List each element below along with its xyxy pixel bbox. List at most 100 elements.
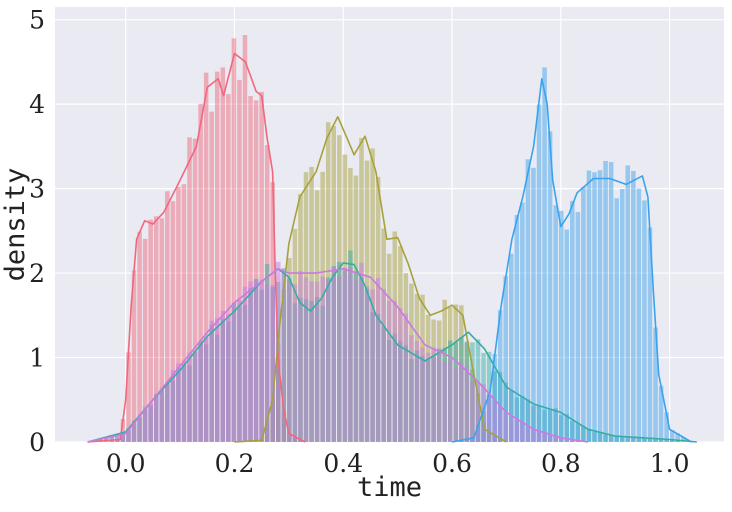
histogram-bar <box>309 301 314 442</box>
histogram-bar <box>281 270 287 442</box>
histogram-bar <box>331 266 337 442</box>
histogram-bar <box>381 228 386 442</box>
histogram-bar <box>420 347 425 442</box>
histogram-bar <box>142 406 148 442</box>
histogram-bar <box>325 280 331 442</box>
histogram-bar <box>337 276 342 442</box>
histogram-series <box>264 122 503 443</box>
histogram-bar <box>131 423 137 442</box>
histogram-bar <box>564 438 570 442</box>
y-tick-label: 5 <box>29 6 45 35</box>
histogram-bar <box>481 422 486 442</box>
histogram-bar <box>420 355 425 442</box>
histogram-bar <box>470 342 475 442</box>
histogram-bar <box>553 205 558 442</box>
histogram-bar <box>409 283 414 442</box>
histogram-bar <box>658 385 664 442</box>
histogram-bar <box>414 340 420 442</box>
histogram-bar <box>464 343 470 442</box>
histogram-bar <box>153 393 159 442</box>
histogram-bar <box>470 381 475 442</box>
histogram-bar <box>153 216 159 442</box>
histogram-bar <box>492 371 497 442</box>
histogram-bar <box>581 425 586 442</box>
histogram-bar <box>120 434 126 442</box>
histogram-bar <box>214 317 220 442</box>
histogram-bar <box>203 72 209 443</box>
histogram-bar <box>203 337 209 442</box>
histogram-bar <box>237 299 242 442</box>
histogram-bar <box>575 212 581 442</box>
histogram-bar <box>614 198 619 442</box>
histogram-bar <box>126 427 131 442</box>
histogram-bar <box>220 310 226 442</box>
histogram-bar <box>309 281 314 442</box>
histogram-bar <box>403 313 409 442</box>
histogram-bar <box>431 347 436 442</box>
histogram-bar <box>536 405 542 442</box>
histogram-bar <box>237 306 242 442</box>
histogram-bar <box>470 437 475 442</box>
histogram-bar <box>470 369 475 442</box>
histogram-bar <box>520 421 525 442</box>
histogram-bar <box>142 238 148 442</box>
tick-labels: 0.0 0.2 0.4 0.6 0.8 1.0 0 1 2 3 4 5 <box>29 6 689 478</box>
histogram-bar <box>592 431 597 442</box>
histogram-bar <box>486 393 492 442</box>
histogram-bar <box>403 273 409 442</box>
histogram-bar <box>298 297 303 442</box>
histogram-bar <box>386 340 392 442</box>
histogram-bar <box>436 320 442 442</box>
histogram-bar <box>170 380 176 442</box>
y-tick-label: 3 <box>29 175 45 204</box>
histogram-bar <box>453 342 459 442</box>
histogram-bar <box>386 253 392 442</box>
histogram-bar <box>375 277 381 442</box>
histogram-bar <box>370 312 375 442</box>
histogram-bar <box>536 104 542 442</box>
histogram-bar <box>586 170 592 442</box>
histogram-bar <box>264 145 270 442</box>
histogram-bar <box>436 349 442 442</box>
histogram-bar <box>503 412 509 442</box>
histogram-bar <box>187 365 192 442</box>
histogram-bar <box>270 182 275 442</box>
kde-curve <box>87 52 306 443</box>
histogram-bar <box>331 125 337 442</box>
histogram-bar <box>226 321 231 442</box>
histogram-bar <box>253 280 259 442</box>
histogram-bar <box>253 100 259 442</box>
histogram-bar <box>364 160 370 442</box>
histogram-bar <box>464 438 470 442</box>
histogram-bar <box>292 303 298 442</box>
histogram-bar <box>675 440 680 442</box>
histogram-bar <box>636 188 642 442</box>
histogram-bar <box>126 352 131 442</box>
y-axis-label: density <box>0 168 31 282</box>
histogram-bar <box>148 219 153 442</box>
histogram-bar <box>231 302 237 442</box>
histogram-bar <box>492 354 497 442</box>
histogram-bar <box>381 289 386 442</box>
histogram-bar <box>364 288 370 442</box>
histogram-bar <box>481 384 486 442</box>
histogram-bar <box>353 271 359 442</box>
histogram-bar <box>214 334 220 442</box>
histogram-bar <box>525 159 531 442</box>
histogram-bar <box>270 400 275 442</box>
x-tick-label: 1.0 <box>650 449 690 478</box>
histogram-bar <box>581 187 586 442</box>
histogram-bar <box>314 296 320 442</box>
histogram-bar <box>292 228 298 442</box>
histogram-bar <box>348 250 353 442</box>
histogram-bar <box>608 162 614 443</box>
histogram-bar <box>464 341 470 442</box>
histogram-bar <box>270 285 275 442</box>
histogram-bar <box>564 414 570 442</box>
histogram-bar <box>170 370 176 442</box>
histogram-bar <box>253 278 259 442</box>
histogram-bar <box>325 277 331 442</box>
histogram-bar <box>198 343 203 442</box>
histogram-bar <box>109 440 115 442</box>
